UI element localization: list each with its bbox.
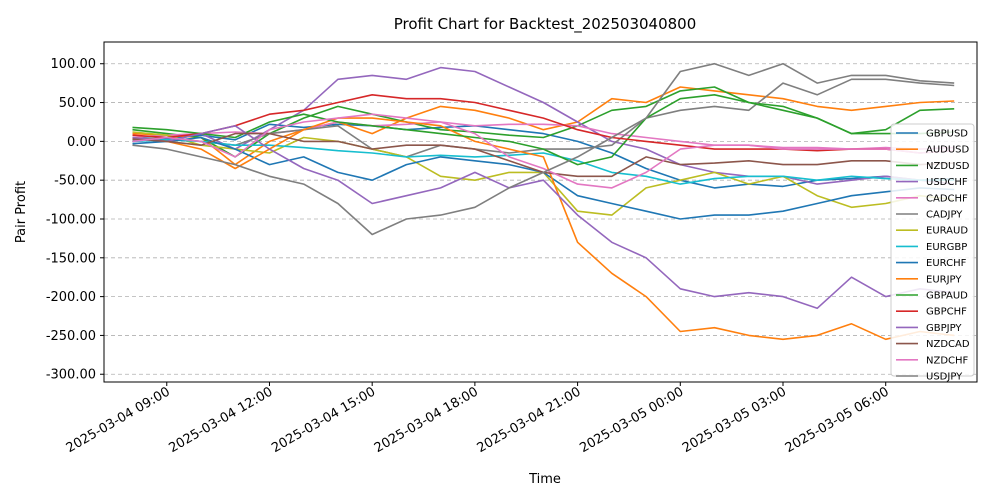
x-tick-label: 2025-03-04 12:00	[167, 384, 276, 456]
legend-label: EURGBP	[926, 242, 967, 253]
x-tick-label: 2025-03-05 03:00	[680, 384, 789, 456]
plot-area	[104, 42, 977, 382]
legend-label: GBPUSD	[926, 129, 968, 140]
legend: GBPUSD AUDUSD NZDUSD USDCHF CADCHF CADJPY EURA…	[890, 123, 975, 383]
y-tick-label: 100.00	[51, 57, 97, 72]
series-layer	[132, 62, 955, 341]
y-axis-label: Pair Profit	[14, 181, 29, 243]
x-tick-label: 2025-03-05 06:00	[783, 384, 892, 456]
y-tick-label: -100.00	[46, 212, 96, 227]
plot-frame	[103, 41, 978, 383]
legend-box	[890, 123, 975, 377]
legend-label: CADCHF	[926, 193, 968, 204]
legend-label: EURJPY	[926, 274, 962, 285]
legend-label: NZDCHF	[926, 355, 969, 366]
legend-label: USDJPY	[926, 372, 963, 383]
y-tick-label: -250.00	[46, 329, 96, 344]
y-tick-label: -150.00	[46, 251, 96, 266]
legend-label: EURCHF	[926, 258, 967, 269]
series-line-gbpchf	[132, 94, 955, 154]
legend-label: NZDUSD	[926, 161, 970, 172]
series-line-nzdchf	[132, 113, 955, 189]
series-line-usdjpy	[132, 62, 955, 236]
legend-label: EURAUD	[926, 226, 968, 237]
y-tick-label: 0.00	[67, 135, 96, 150]
x-tick-label: 2025-03-04 09:00	[64, 384, 173, 456]
series-line-eurgbp	[132, 139, 955, 185]
y-tick-label: 50.00	[59, 96, 96, 111]
legend-label: AUDUSD	[926, 145, 970, 156]
x-tick-label: 2025-03-05 00:00	[577, 384, 686, 456]
x-axis-label: Time	[528, 472, 561, 487]
x-tick-label: 2025-03-04 18:00	[372, 384, 481, 456]
y-tick-label: -200.00	[46, 290, 96, 305]
x-tick-label: 2025-03-04 15:00	[269, 384, 378, 456]
legend-label: GBPCHF	[926, 307, 967, 318]
x-tick-label: 2025-03-04 21:00	[475, 384, 584, 456]
legend-label: USDCHF	[926, 177, 968, 188]
series-line-gbpaud	[132, 94, 955, 166]
y-axis-ticks: 100.00 50.00 0.00 -50.00 -100.00 -150.00 -200.…	[46, 57, 104, 383]
y-tick-label: -300.00	[46, 368, 96, 383]
y-tick-label: -50.00	[54, 174, 96, 189]
legend-label: CADJPY	[926, 210, 963, 221]
legend-label: GBPJPY	[926, 323, 962, 334]
series-line-gbpjpy	[132, 125, 955, 310]
legend-label: NZDCAD	[926, 339, 970, 350]
legend-label: GBPAUD	[926, 291, 968, 302]
chart-title: Profit Chart for Backtest_202503040800	[394, 15, 697, 34]
series-line-audusd	[132, 86, 955, 166]
